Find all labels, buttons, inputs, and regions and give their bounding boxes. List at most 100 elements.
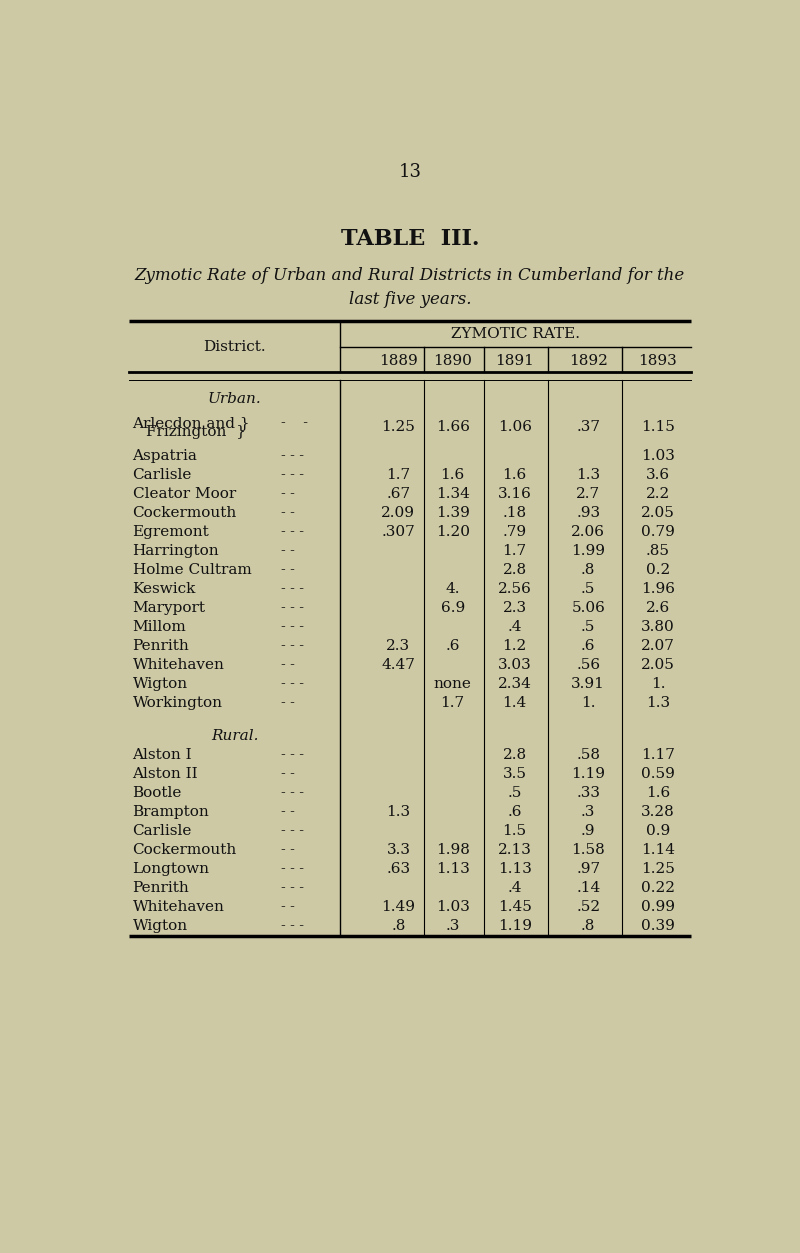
Text: - - -: - - - [281, 601, 303, 615]
Text: - - -: - - - [281, 881, 303, 895]
Text: - -: - - [281, 544, 294, 558]
Text: Cockermouth: Cockermouth [133, 506, 237, 520]
Text: - - -: - - - [281, 525, 303, 539]
Text: .58: .58 [576, 748, 600, 762]
Text: 1.5: 1.5 [502, 824, 526, 838]
Text: Rural.: Rural. [211, 729, 258, 743]
Text: 1.17: 1.17 [641, 748, 675, 762]
Text: 0.39: 0.39 [641, 920, 675, 933]
Text: 2.05: 2.05 [641, 506, 675, 520]
Text: 1890: 1890 [433, 353, 472, 367]
Text: 2.34: 2.34 [498, 678, 531, 692]
Text: TABLE  III.: TABLE III. [341, 228, 479, 249]
Text: 3.80: 3.80 [641, 620, 675, 634]
Text: 2.6: 2.6 [646, 601, 670, 615]
Text: - - -: - - - [281, 678, 303, 692]
Text: .9: .9 [581, 824, 595, 838]
Text: 3.3: 3.3 [386, 843, 410, 857]
Text: 2.3: 2.3 [386, 639, 410, 653]
Text: 1.34: 1.34 [436, 487, 470, 501]
Text: - - -: - - - [281, 620, 303, 634]
Text: - - -: - - - [281, 748, 303, 762]
Text: 1.20: 1.20 [436, 525, 470, 539]
Text: .3: .3 [446, 920, 460, 933]
Text: .5: .5 [581, 583, 595, 596]
Text: - -: - - [281, 487, 294, 501]
Text: 1.99: 1.99 [571, 544, 606, 558]
Text: 2.7: 2.7 [576, 487, 600, 501]
Text: none: none [434, 678, 471, 692]
Text: .5: .5 [581, 620, 595, 634]
Text: 1.66: 1.66 [436, 421, 470, 435]
Text: 2.8: 2.8 [502, 563, 526, 578]
Text: .8: .8 [581, 920, 595, 933]
Text: 1.14: 1.14 [641, 843, 675, 857]
Text: 1.19: 1.19 [498, 920, 532, 933]
Text: 1.6: 1.6 [441, 469, 465, 482]
Text: .18: .18 [502, 506, 526, 520]
Text: Holme Cultram: Holme Cultram [133, 563, 251, 578]
Text: 1.3: 1.3 [576, 469, 600, 482]
Text: - - -: - - - [281, 469, 303, 482]
Text: 1893: 1893 [638, 353, 678, 367]
Text: Longtown: Longtown [133, 862, 210, 876]
Text: Wigton: Wigton [133, 920, 188, 933]
Text: Alston II: Alston II [133, 767, 198, 781]
Text: Aspatria: Aspatria [133, 449, 198, 462]
Text: - - -: - - - [281, 786, 303, 799]
Text: - -: - - [281, 767, 294, 781]
Text: Alston I: Alston I [133, 748, 192, 762]
Text: 1.19: 1.19 [571, 767, 606, 781]
Text: ZYMOTIC RATE.: ZYMOTIC RATE. [451, 327, 580, 341]
Text: 1.4: 1.4 [502, 697, 526, 710]
Text: 0.9: 0.9 [646, 824, 670, 838]
Text: 3.16: 3.16 [498, 487, 531, 501]
Text: Keswick: Keswick [133, 583, 196, 596]
Text: - -: - - [281, 843, 294, 857]
Text: 1.25: 1.25 [641, 862, 675, 876]
Text: Whitehaven: Whitehaven [133, 900, 225, 915]
Text: Bootle: Bootle [133, 786, 182, 799]
Text: 2.56: 2.56 [498, 583, 531, 596]
Text: 1.06: 1.06 [498, 421, 532, 435]
Text: .6: .6 [581, 639, 595, 653]
Text: 2.2: 2.2 [646, 487, 670, 501]
Text: District.: District. [203, 341, 266, 355]
Text: 1891: 1891 [495, 353, 534, 367]
Text: - - -: - - - [281, 862, 303, 876]
Text: 4.: 4. [446, 583, 460, 596]
Text: .6: .6 [446, 639, 460, 653]
Text: -    -: - - [281, 416, 307, 430]
Text: 6.9: 6.9 [441, 601, 465, 615]
Text: 1.98: 1.98 [436, 843, 470, 857]
Text: 1892: 1892 [569, 353, 608, 367]
Text: .97: .97 [576, 862, 600, 876]
Text: 1.2: 1.2 [502, 639, 526, 653]
Text: .8: .8 [391, 920, 406, 933]
Text: .307: .307 [382, 525, 415, 539]
Text: Frizington  }: Frizington } [146, 425, 246, 440]
Text: - - -: - - - [281, 639, 303, 653]
Text: - -: - - [281, 506, 294, 520]
Text: - - -: - - - [281, 449, 303, 462]
Text: 2.09: 2.09 [382, 506, 415, 520]
Text: 1.6: 1.6 [646, 786, 670, 799]
Text: .93: .93 [576, 506, 600, 520]
Text: .56: .56 [576, 658, 600, 673]
Text: .3: .3 [581, 804, 595, 819]
Text: 2.13: 2.13 [498, 843, 531, 857]
Text: 1.: 1. [581, 697, 595, 710]
Text: 2.07: 2.07 [641, 639, 675, 653]
Text: Whitehaven: Whitehaven [133, 658, 225, 673]
Text: - -: - - [281, 900, 294, 915]
Text: 3.28: 3.28 [641, 804, 675, 819]
Text: .14: .14 [576, 881, 600, 895]
Text: 0.2: 0.2 [646, 563, 670, 578]
Text: .6: .6 [507, 804, 522, 819]
Text: 1.3: 1.3 [386, 804, 410, 819]
Text: - -: - - [281, 563, 294, 578]
Text: 1.25: 1.25 [382, 421, 415, 435]
Text: Wigton: Wigton [133, 678, 188, 692]
Text: 1889: 1889 [379, 353, 418, 367]
Text: Millom: Millom [133, 620, 186, 634]
